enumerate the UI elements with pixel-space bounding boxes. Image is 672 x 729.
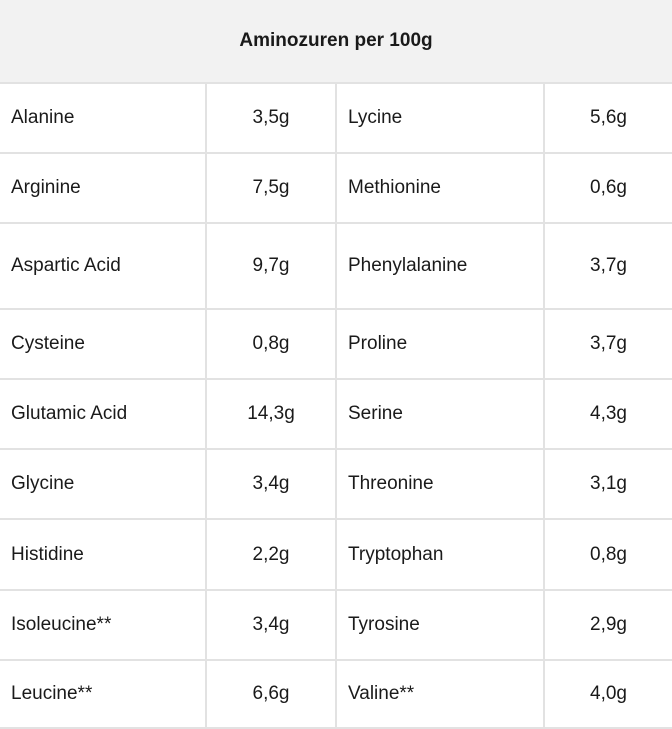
amino-acid-name: Proline bbox=[335, 308, 545, 380]
table-row: Cysteine 0,8g Proline 3,7g bbox=[0, 308, 672, 380]
amino-acid-value: 3,4g bbox=[205, 448, 337, 520]
amino-acid-value: 3,1g bbox=[542, 448, 672, 520]
amino-acid-value: 4,0g bbox=[542, 659, 672, 729]
table-row: Leucine** 6,6g Valine** 4,0g bbox=[0, 659, 672, 729]
table-row: Alanine 3,5g Lycine 5,6g bbox=[0, 82, 672, 154]
table-row: Glutamic Acid 14,3g Serine 4,3g bbox=[0, 378, 672, 450]
amino-acid-value: 3,5g bbox=[205, 82, 337, 154]
amino-acid-value: 0,8g bbox=[542, 518, 672, 591]
amino-acid-name: Histidine bbox=[0, 518, 207, 591]
amino-acid-value: 6,6g bbox=[205, 659, 337, 729]
table-row: Isoleucine** 3,4g Tyrosine 2,9g bbox=[0, 589, 672, 661]
table-row: Aspartic Acid 9,7g Phenylalanine 3,7g bbox=[0, 222, 672, 310]
amino-acid-value: 3,7g bbox=[542, 222, 672, 310]
amino-acid-value: 4,3g bbox=[542, 378, 672, 450]
amino-acid-value: 14,3g bbox=[205, 378, 337, 450]
amino-acid-name: Valine** bbox=[335, 659, 545, 729]
amino-acid-name: Alanine bbox=[0, 82, 207, 154]
table-row: Histidine 2,2g Tryptophan 0,8g bbox=[0, 518, 672, 591]
table-row: Glycine 3,4g Threonine 3,1g bbox=[0, 448, 672, 520]
table-row: Arginine 7,5g Methionine 0,6g bbox=[0, 152, 672, 224]
amino-acid-name: Arginine bbox=[0, 152, 207, 224]
amino-acid-value: 2,2g bbox=[205, 518, 337, 591]
amino-acid-name: Phenylalanine bbox=[335, 222, 545, 310]
amino-acid-value: 3,4g bbox=[205, 589, 337, 661]
table-title: Aminozuren per 100g bbox=[0, 0, 672, 84]
amino-acid-name: Glycine bbox=[0, 448, 207, 520]
amino-acid-name: Methionine bbox=[335, 152, 545, 224]
amino-acid-name: Glutamic Acid bbox=[0, 378, 207, 450]
amino-acid-value: 2,9g bbox=[542, 589, 672, 661]
amino-acid-name: Threonine bbox=[335, 448, 545, 520]
amino-acid-value: 5,6g bbox=[542, 82, 672, 154]
amino-acid-name: Aspartic Acid bbox=[0, 222, 207, 310]
amino-acid-name: Isoleucine** bbox=[0, 589, 207, 661]
amino-acid-name: Lycine bbox=[335, 82, 545, 154]
amino-acid-value: 7,5g bbox=[205, 152, 337, 224]
amino-acid-name: Cysteine bbox=[0, 308, 207, 380]
amino-acid-value: 9,7g bbox=[205, 222, 337, 310]
amino-acid-value: 0,8g bbox=[205, 308, 337, 380]
amino-acid-name: Tryptophan bbox=[335, 518, 545, 591]
amino-acid-value: 0,6g bbox=[542, 152, 672, 224]
amino-acid-name: Leucine** bbox=[0, 659, 207, 729]
amino-acid-name: Serine bbox=[335, 378, 545, 450]
amino-acid-name: Tyrosine bbox=[335, 589, 545, 661]
amino-acid-value: 3,7g bbox=[542, 308, 672, 380]
